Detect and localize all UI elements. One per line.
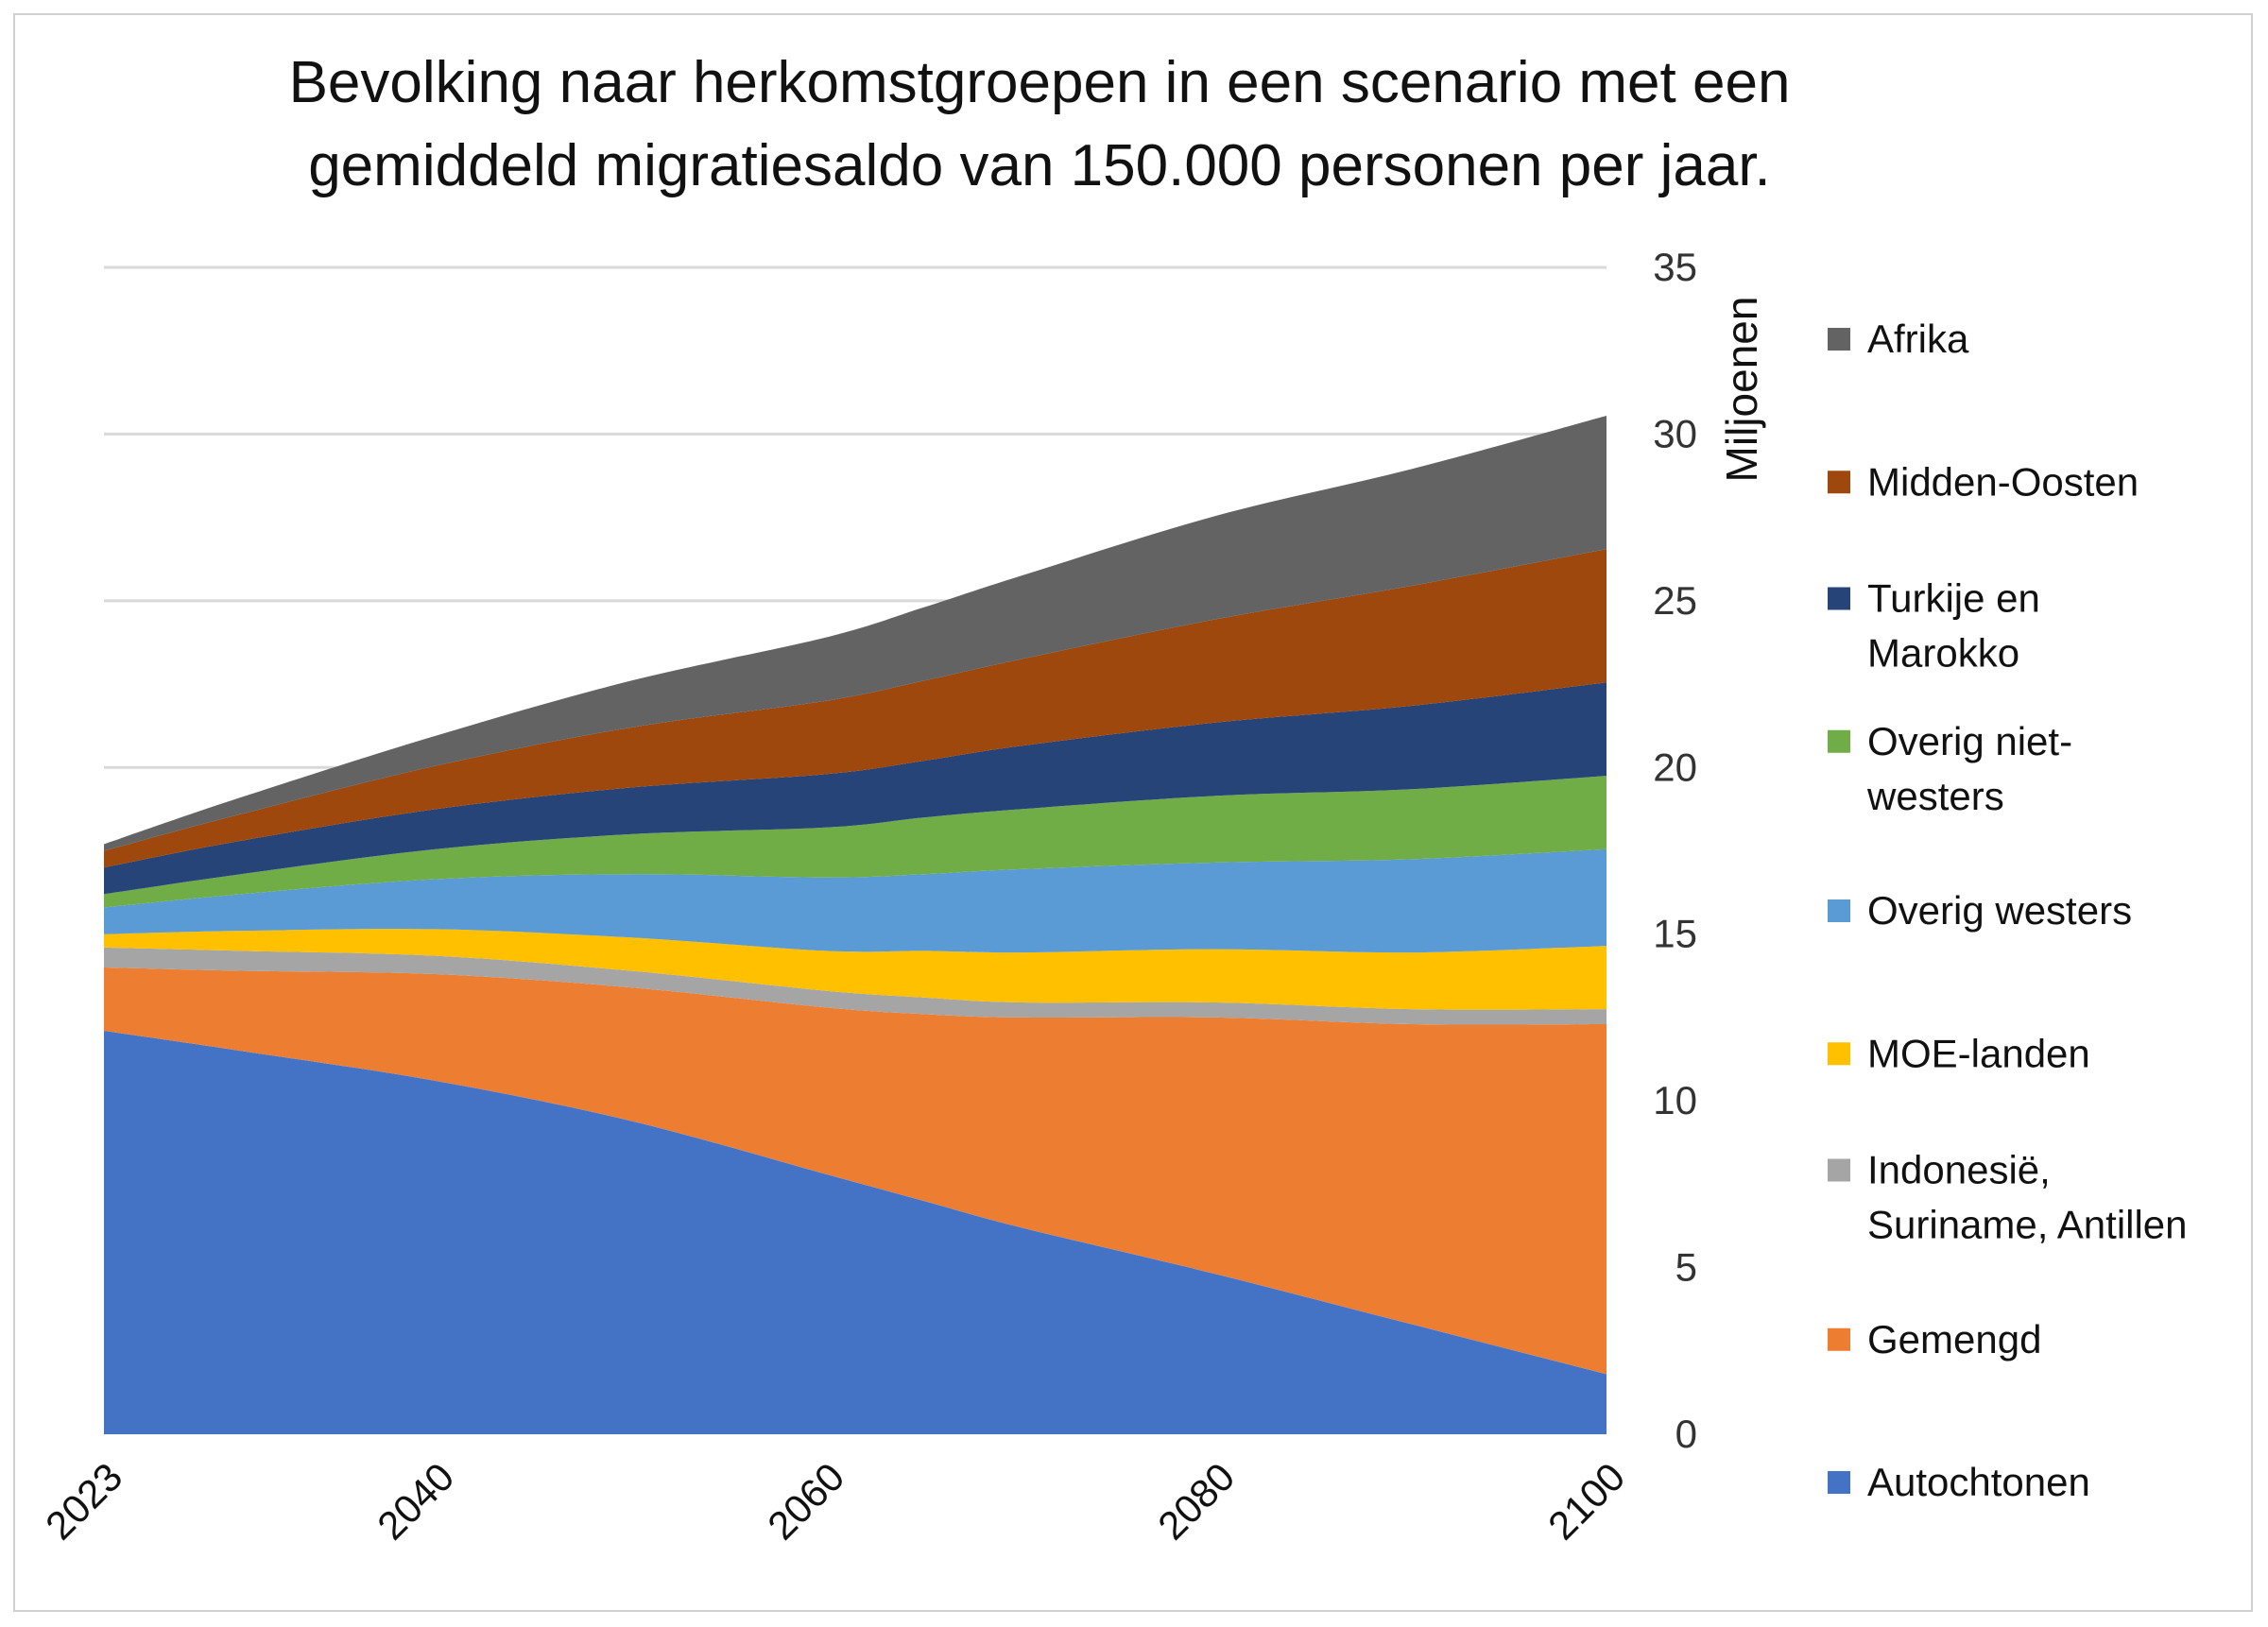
x-tick-label-2060: 2060 <box>759 1454 852 1548</box>
legend-item-afrika: Afrika <box>1828 317 1969 361</box>
legend-item-autochtonen: Autochtonen <box>1828 1460 2090 1504</box>
legend-swatch <box>1828 471 1850 494</box>
y-axis-label: Miljoenen <box>1717 297 1766 483</box>
y-tick-label-15: 15 <box>1653 912 1697 956</box>
legend-swatch <box>1828 899 1850 922</box>
area-indonesie-suriname-antillen <box>104 947 1606 1025</box>
y-tick-label-10: 10 <box>1653 1078 1697 1122</box>
legend-label: Turkije en <box>1867 576 2040 621</box>
legend-item-gemengd: Gemengd <box>1828 1317 2041 1362</box>
legend-item-indonesie-suriname-antillen: Indonesië, Suriname, Antillen <box>1828 1148 2188 1247</box>
legend-item-overig-niet-westers: Overig niet-westers <box>1828 719 2072 818</box>
legend-label: Midden-Oosten <box>1867 459 2139 504</box>
legend-item-overig-westers: Overig westers <box>1828 888 2132 933</box>
legend-label: westers <box>1866 774 2004 818</box>
area-midden-oosten <box>104 549 1606 868</box>
area-gemengd <box>104 968 1606 1375</box>
y-tick-label-5: 5 <box>1675 1245 1697 1290</box>
chart-title-line-2: gemiddeld migratiesaldo van 150.000 pers… <box>308 133 1771 198</box>
y-tick-label-20: 20 <box>1653 745 1697 789</box>
x-tick-label-2040: 2040 <box>369 1454 462 1548</box>
area-turkije-en-marokko <box>104 682 1606 895</box>
chart-title: Bevolking naar herkomstgroepen in een sc… <box>189 42 1890 208</box>
y-tick-label-35: 35 <box>1653 245 1697 289</box>
y-axis-ticks: 0 5 10 15 20 25 30 35 <box>1653 245 1697 1456</box>
x-tick-label-2100: 2100 <box>1539 1454 1633 1548</box>
legend-label: MOE-landen <box>1867 1031 2090 1075</box>
legend-label: Marokko <box>1867 631 2019 676</box>
legend-swatch <box>1828 1327 1850 1351</box>
legend-label: Overig niet- <box>1867 719 2072 763</box>
area-afrika <box>104 416 1606 851</box>
y-tick-label-30: 30 <box>1653 411 1697 455</box>
legend-label: Suriname, Antillen <box>1867 1203 2188 1247</box>
area-autochtonen <box>104 1031 1606 1434</box>
legend-swatch <box>1828 587 1850 610</box>
chart-title-line-1: Bevolking naar herkomstgroepen in een sc… <box>288 50 1791 115</box>
legend-item-turkije-en-marokko: Turkije en Marokko <box>1828 576 2040 676</box>
legend-label: Autochtonen <box>1867 1460 2090 1504</box>
x-axis-ticks: 2023 2040 2060 2080 2100 <box>37 1454 1633 1548</box>
legend-swatch <box>1828 729 1850 753</box>
legend-swatch <box>1828 1471 1850 1494</box>
legend: Afrika Midden-Oosten Turkije en Marokko Over… <box>1828 317 2188 1504</box>
legend-swatch <box>1828 328 1850 351</box>
area-moe-landen <box>104 929 1606 1010</box>
legend-item-midden-oosten: Midden-Oosten <box>1828 459 2139 504</box>
y-tick-label-0: 0 <box>1675 1412 1697 1456</box>
y-tick-label-25: 25 <box>1653 578 1697 623</box>
legend-label: Afrika <box>1867 317 1969 361</box>
legend-swatch <box>1828 1158 1850 1182</box>
x-tick-label-2080: 2080 <box>1149 1454 1243 1548</box>
stacked-areas <box>104 416 1606 1434</box>
legend-label: Indonesië, <box>1867 1148 2051 1192</box>
x-tick-label-2023: 2023 <box>37 1454 130 1548</box>
area-overig-westers <box>104 848 1606 953</box>
legend-label: Gemengd <box>1867 1317 2041 1362</box>
legend-label: Overig westers <box>1867 888 2132 933</box>
area-overig-niet-westers <box>104 776 1606 908</box>
legend-swatch <box>1828 1042 1850 1066</box>
legend-item-moe-landen: MOE-landen <box>1828 1031 2090 1075</box>
